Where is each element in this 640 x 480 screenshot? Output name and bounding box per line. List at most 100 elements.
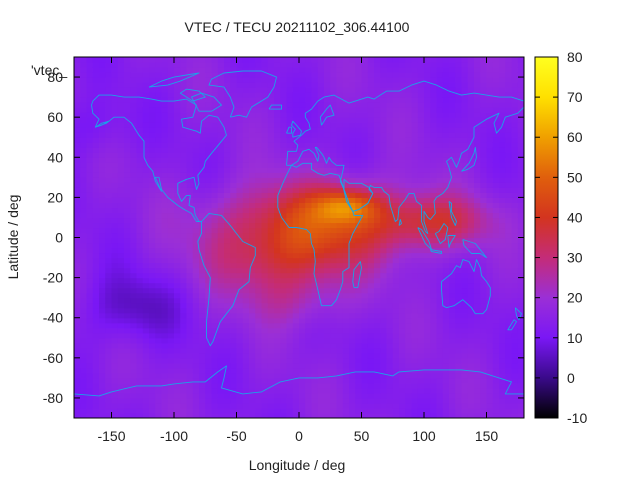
heat-cell (261, 407, 269, 414)
heat-cell (186, 297, 194, 304)
heat-cell (192, 192, 200, 198)
heat-cell (180, 297, 188, 304)
heat-cell (349, 172, 356, 178)
heat-cell (305, 122, 313, 128)
heat-cell (486, 362, 494, 369)
heat-cell (230, 387, 238, 394)
heat-cell (455, 347, 463, 354)
heat-cell (424, 97, 431, 103)
heat-cell (342, 227, 350, 234)
heat-cell (230, 162, 238, 168)
heat-cell (199, 152, 206, 158)
heat-cell (142, 347, 150, 354)
heat-cell (224, 362, 231, 369)
heat-cell (461, 212, 469, 219)
heat-cell (236, 107, 244, 113)
heat-cell (374, 217, 381, 224)
heat-cell (142, 197, 150, 203)
heat-cell (486, 307, 494, 314)
heat-cell (255, 197, 263, 203)
heat-cell (292, 207, 300, 214)
heat-cell (374, 227, 381, 234)
heat-cell (336, 372, 344, 379)
heat-cell (211, 132, 219, 138)
heat-cell (111, 132, 119, 138)
heat-cell (211, 117, 219, 123)
heat-cell (411, 162, 419, 168)
heat-cell (224, 242, 231, 249)
heat-cell (492, 212, 500, 219)
heat-cell (324, 292, 331, 299)
heat-cell (105, 232, 113, 239)
heat-cell (242, 367, 250, 374)
heat-cell (480, 372, 488, 379)
heat-cell (417, 262, 425, 269)
heat-cell (217, 247, 225, 254)
heat-cell (355, 72, 363, 78)
heat-cell (92, 267, 100, 274)
heat-cell (305, 397, 313, 404)
heat-cell (111, 227, 119, 234)
heat-cell (224, 297, 231, 304)
heat-cell (480, 312, 488, 319)
heat-cell (286, 342, 294, 349)
heat-cell (361, 102, 369, 108)
heat-cell (317, 202, 325, 209)
heat-cell (286, 192, 294, 198)
heat-cell (299, 97, 306, 103)
heat-cell (305, 252, 313, 259)
heat-cell (149, 187, 156, 193)
heat-cell (324, 297, 331, 304)
heat-cell (261, 287, 269, 294)
heat-cell (455, 377, 463, 384)
heat-cell (486, 382, 494, 389)
heat-cell (236, 332, 244, 339)
heat-cell (174, 102, 181, 108)
heat-cell (424, 82, 431, 88)
heat-cell (467, 407, 475, 414)
heat-cell (386, 267, 394, 274)
heat-cell (217, 347, 225, 354)
heat-cell (180, 142, 188, 148)
heat-cell (405, 152, 413, 158)
heat-cell (280, 77, 288, 83)
heat-cell (155, 57, 163, 63)
heat-cell (430, 137, 438, 143)
heat-cell (349, 322, 356, 329)
heat-cell (242, 257, 250, 264)
heat-cell (180, 107, 188, 113)
heat-cell (392, 97, 400, 103)
heat-cell (367, 132, 375, 138)
heat-cell (492, 142, 500, 148)
heat-cell (180, 192, 188, 198)
heat-cell (249, 322, 256, 329)
heat-cell (486, 202, 494, 209)
heat-cell (136, 127, 144, 133)
heat-cell (405, 122, 413, 128)
heat-cell (242, 242, 250, 249)
heat-cell (455, 282, 463, 289)
heat-cell (417, 287, 425, 294)
heat-cell (124, 302, 131, 309)
heat-cell (211, 397, 219, 404)
heat-cell (142, 252, 150, 259)
heat-cell (255, 77, 263, 83)
heat-cell (355, 392, 363, 399)
heat-cell (124, 257, 131, 264)
heat-cell (492, 267, 500, 274)
heat-cell (205, 57, 213, 63)
heat-cell (80, 337, 88, 344)
heat-cell (186, 122, 194, 128)
heat-cell (430, 227, 438, 234)
heat-cell (417, 117, 425, 123)
heat-cell (330, 117, 338, 123)
heat-cell (392, 187, 400, 193)
heat-cell (149, 142, 156, 148)
heat-cell (424, 337, 431, 344)
heat-cell (280, 397, 288, 404)
heat-cell (417, 72, 425, 78)
heat-cell (486, 227, 494, 234)
heat-cell (211, 62, 219, 68)
heat-cell (80, 412, 88, 418)
heat-cell (311, 122, 319, 128)
